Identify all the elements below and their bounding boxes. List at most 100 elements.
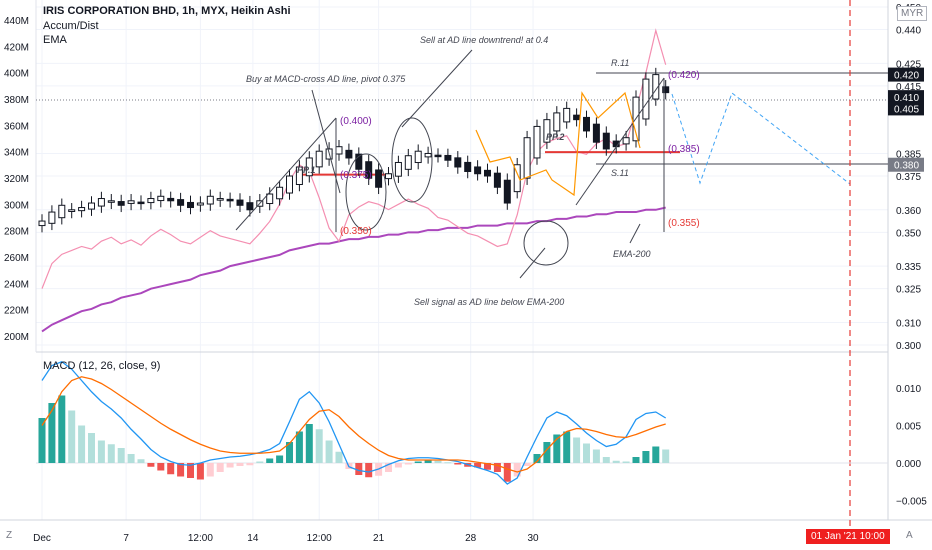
candle-12 [157,195,165,202]
candle-34 [375,169,383,188]
timezone-icon[interactable]: Z [6,530,13,541]
candle-26 [295,166,303,186]
candle-49 [523,137,531,179]
macd-hist-bar-49 [523,463,531,466]
macd-hist-bar-51 [543,442,551,463]
accum-dist-path [41,28,667,289]
annotation-ema-signal: Sell signal as AD line below EMA-200 [414,297,564,307]
macd-hist-bar-50 [533,454,541,463]
macd-hist-bar-26 [295,431,303,463]
macd-hist-bar-17 [206,463,214,477]
annot-line-buy [311,89,341,194]
price-tag-label: 0.405 [894,104,919,115]
annotation-sell: Sell at AD line downtrend! at 0.4 [420,35,548,45]
time-tick-label: Dec [33,533,51,544]
currency-unit-badge[interactable]: MYR [897,6,928,21]
value-label-4: (0.385) [668,144,700,155]
annot-line-ema [519,247,546,279]
macd-hist-bar-8 [117,448,125,463]
volume-tick-label: 280M [4,227,29,238]
volume-tick-label: 260M [4,253,29,264]
macd-hist-bar-57 [602,457,610,463]
macd-hist-bar-23 [266,458,274,463]
candle-40 [434,154,442,158]
price-tag-label: 0.380 [894,161,919,172]
macd-hist-bar-61 [642,451,650,463]
macd-hist-bar-44 [474,463,482,468]
candle-44 [474,166,482,175]
macd-hist-bar-14 [177,463,185,477]
candle-56 [592,123,600,143]
price-tick-label: 0.350 [896,228,921,239]
macd-hist-bar-0 [38,418,46,463]
signal-line [41,376,666,473]
indicator-ema-label[interactable]: EMA [43,34,67,46]
macd-hist-bar-16 [196,463,204,480]
macd-hist-bar-12 [157,463,165,471]
macd-hist-bar-29 [325,440,333,463]
macd-hist-bar-47 [503,463,511,482]
axes: 0.4500.4400.4250.4150.3850.3750.3600.350… [4,3,927,544]
candle-5 [88,202,95,210]
candle-47 [503,179,511,204]
macd-hist-bar-1 [48,403,56,463]
candle-24 [276,186,284,200]
candle-48 [513,164,521,193]
volume-tick-label: 300M [4,200,29,211]
candle-45 [484,169,491,177]
candle-32 [355,153,363,170]
macd-hist-bar-46 [493,463,501,472]
ellipse-buy [345,153,387,231]
macd-hist-bar-63 [662,449,670,463]
macd-hist-bar-2 [58,395,66,463]
macd-hist-bar-55 [583,443,590,463]
macd-hist-bar-52 [553,434,561,463]
volume-tick-label: 220M [4,306,29,317]
macd-hist-bar-40 [434,460,442,463]
candle-43 [464,161,472,172]
candle-59 [622,137,630,145]
time-tick-label: 14 [247,533,259,544]
candle-13 [167,197,175,202]
macd-hist-bar-58 [612,460,620,463]
macd-hist-bar-15 [187,463,194,478]
candle-63 [662,86,670,94]
time-tick-label: 21 [373,533,385,544]
macd-hist-bar-10 [137,459,145,463]
macd-line [41,361,667,485]
indicator-accum-dist-label[interactable]: Accum/Dist [43,20,99,32]
candle-27 [305,157,313,177]
macd-hist-bar-53 [563,431,571,463]
volume-tick-label: 360M [4,121,29,132]
macd-hist-bar-27 [305,424,313,463]
macd-hist-bar-42 [454,463,462,465]
candle-38 [414,150,422,164]
macd-title[interactable]: MACD (12, 26, close, 9) [43,360,161,372]
candle-8 [117,201,125,206]
macd-hist-bar-39 [424,460,432,463]
macd-hist-bar-62 [652,446,660,463]
value-label-0: (0.400) [340,116,372,127]
candle-3 [68,209,76,212]
macd-hist-bar-38 [414,461,422,463]
zigzag-orange [475,91,641,197]
macd-tick-label: −0.005 [896,497,927,508]
pivot-levels [36,72,888,176]
annotation-ema-200: EMA-200 [613,249,651,259]
candle-39 [424,152,432,158]
macd-hist-bar-13 [167,463,175,475]
price-tick-label: 0.300 [896,341,921,352]
candle-41 [444,154,452,161]
accum-dist-line [41,28,667,289]
macd-hist-bar-21 [246,463,254,466]
candle-18 [216,198,224,201]
candle-7 [107,200,115,203]
macd-hist-bar-48 [513,463,521,477]
macd-tick-label: 0.005 [896,422,921,433]
annotation-buy: Buy at MACD-cross AD line, pivot 0.375 [246,74,406,84]
macd-hist-bar-56 [592,449,600,463]
candle-1 [48,211,56,224]
ellipse-sell [391,117,433,203]
auto-scale-icon[interactable]: A [906,530,913,541]
